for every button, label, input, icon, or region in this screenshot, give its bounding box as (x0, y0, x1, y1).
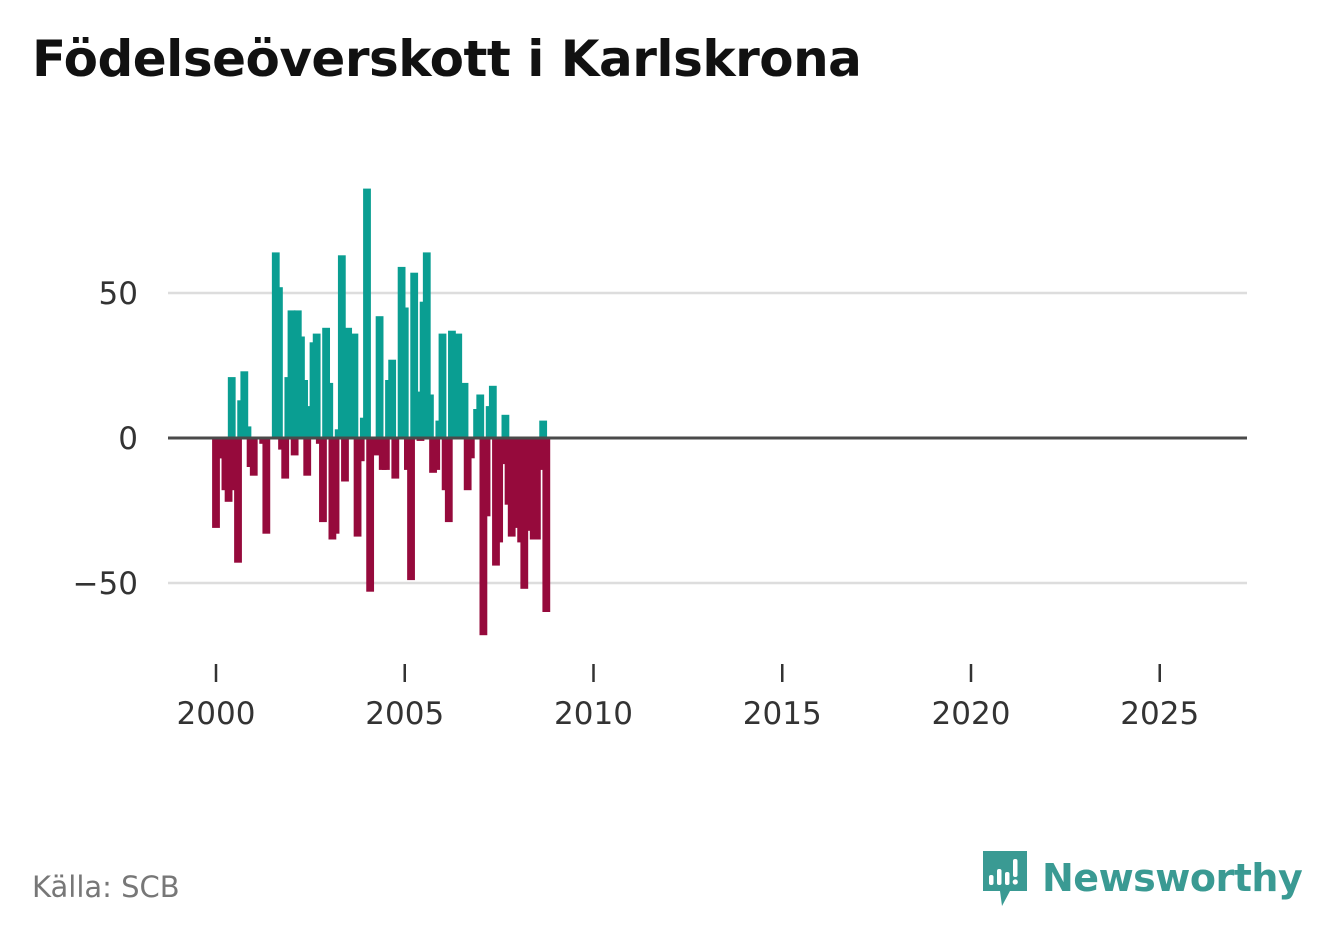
bar: -9 (498, 438, 507, 465)
brand-logo: Newsworthy (980, 848, 1303, 908)
y-axis-labels: 50 0 −50 (73, 276, 138, 602)
bar: -68 (479, 438, 488, 636)
bar: -22 (224, 438, 233, 502)
bar: -11 (381, 438, 390, 470)
bar: -33 (262, 438, 271, 534)
bar: 44 (287, 310, 296, 438)
bar: 57 (410, 272, 419, 438)
bar: 20 (300, 380, 308, 438)
bar: 15 (426, 394, 434, 438)
bar: -52 (520, 438, 529, 589)
bar: 8 (501, 414, 510, 438)
y-tick-label: 0 (118, 421, 138, 457)
bar: 15 (476, 394, 485, 438)
bar: -34 (507, 438, 516, 537)
x-tick-label: 2000 (177, 696, 256, 732)
bar: -14 (281, 438, 290, 479)
brand-name: Newsworthy (1042, 856, 1303, 900)
bar: -15 (341, 438, 349, 482)
bar: -49 (407, 438, 415, 581)
bar: -29 (444, 438, 453, 523)
bar: -11 (432, 438, 441, 470)
x-tick-label: 2015 (743, 696, 822, 732)
x-tick-label: 2005 (365, 696, 444, 732)
bars: -31-7-7-18-2221-18-4313234-10-13-2-33645… (212, 188, 551, 636)
x-tick-label: 2020 (932, 696, 1011, 732)
bar: -60 (542, 438, 551, 612)
bar: -31 (212, 438, 220, 528)
x-tick-label: 2010 (554, 696, 633, 732)
bar: 19 (325, 382, 334, 438)
bar: -7 (466, 438, 475, 459)
bar: -36 (495, 438, 504, 543)
bar: 18 (488, 385, 497, 438)
source-note: Källa: SCB (32, 870, 180, 904)
bar: 36 (454, 333, 463, 438)
bar: -6 (290, 438, 299, 456)
x-axis: 2000 2005 2010 2015 2020 2025 (177, 664, 1199, 732)
bar: -11 (536, 438, 544, 470)
bar: -34 (353, 438, 362, 537)
grid-lines (168, 291, 1247, 585)
x-tick-label: 2025 (1120, 696, 1199, 732)
bar: 64 (422, 252, 431, 438)
bar: -13 (303, 438, 312, 476)
bar: 36 (312, 333, 321, 438)
bar: -43 (234, 438, 242, 563)
bar: 27 (388, 359, 397, 438)
chart-title: Födelseöverskott i Karlskrona (32, 30, 862, 88)
bar: 63 (337, 255, 346, 438)
bar: 86 (363, 188, 371, 438)
y-tick-label: −50 (73, 566, 138, 602)
bar: 21 (227, 377, 236, 438)
bar: 6 (539, 420, 548, 438)
bar: -18 (463, 438, 472, 491)
bar: -13 (249, 438, 258, 476)
bar: -8 (356, 438, 365, 462)
bar: 52 (275, 287, 283, 438)
bar: -29 (319, 438, 327, 523)
bar: 42 (375, 316, 384, 438)
bar: 19 (460, 382, 469, 438)
newsworthy-logo-icon (983, 851, 1027, 906)
bar: -27 (482, 438, 491, 517)
y-tick-label: 50 (99, 276, 138, 312)
bar: -14 (391, 438, 400, 479)
bar: -53 (366, 438, 375, 592)
bar: -35 (532, 438, 541, 540)
bar: 45 (400, 307, 409, 438)
bar: -6 (372, 438, 381, 456)
bar: 23 (240, 371, 249, 438)
bar: -33 (331, 438, 340, 534)
bar: 16 (413, 391, 422, 438)
bar: 36 (350, 333, 359, 438)
bar: 36 (438, 333, 447, 438)
bar: 4 (243, 426, 252, 438)
